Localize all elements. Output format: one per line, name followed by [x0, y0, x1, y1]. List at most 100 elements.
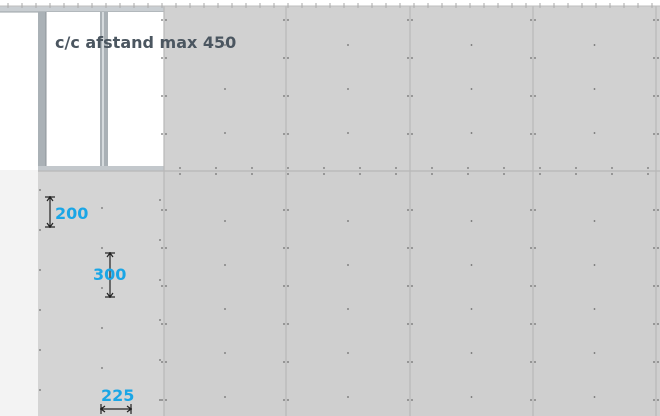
opening-sill: [38, 166, 164, 171]
screw: [657, 285, 659, 287]
screw: [647, 173, 649, 175]
screw: [347, 220, 349, 222]
screw: [165, 285, 167, 287]
screw: [39, 229, 41, 231]
screw: [224, 44, 226, 46]
screw: [101, 247, 103, 249]
screw: [161, 95, 163, 97]
screw: [647, 167, 649, 169]
screw: [470, 44, 473, 46]
board-lower-left: [38, 170, 166, 416]
screw: [593, 44, 596, 46]
screw: [503, 167, 505, 169]
top-edge-ticks: [7, 3, 653, 8]
screw: [411, 95, 413, 97]
screw: [407, 57, 409, 59]
screw: [161, 323, 163, 325]
screw: [407, 285, 409, 287]
screw: [159, 319, 161, 321]
screw: [407, 323, 409, 325]
screw: [653, 95, 655, 97]
stud-left: [38, 12, 100, 170]
screw: [251, 173, 253, 175]
screw: [503, 173, 505, 175]
screw: [539, 167, 541, 169]
screw: [431, 167, 433, 169]
screw: [657, 57, 659, 59]
screw: [347, 396, 349, 398]
screw: [653, 361, 655, 363]
screw: [467, 173, 469, 175]
screw: [287, 399, 289, 401]
screw: [653, 133, 655, 135]
screw: [657, 209, 659, 211]
screw: [101, 287, 103, 289]
screw: [161, 285, 163, 287]
screw: [653, 57, 655, 59]
screw: [657, 323, 659, 325]
screw: [657, 95, 659, 97]
screw: [575, 167, 577, 169]
screw: [39, 349, 41, 351]
board-strip-left: [0, 170, 38, 416]
screw: [407, 19, 409, 21]
screw: [395, 167, 397, 169]
screw: [283, 57, 285, 59]
screw: [101, 327, 103, 329]
screw: [323, 173, 325, 175]
screw: [534, 133, 536, 135]
screw: [470, 396, 473, 398]
screw: [283, 95, 285, 97]
screw: [534, 95, 536, 97]
screw: [653, 323, 655, 325]
screw: [534, 399, 536, 401]
dimension-label-225: 225: [101, 386, 135, 405]
screw: [287, 209, 289, 211]
screw: [593, 264, 596, 266]
screw: [251, 167, 253, 169]
screw: [224, 264, 226, 266]
screw: [283, 323, 285, 325]
screw: [530, 95, 532, 97]
screw: [411, 399, 413, 401]
screw: [165, 95, 167, 97]
screw: [431, 173, 433, 175]
screw: [407, 361, 409, 363]
screw: [530, 133, 532, 135]
screw: [657, 247, 659, 249]
screw: [530, 285, 532, 287]
screw: [347, 264, 349, 266]
spacing-annotation: c/c afstand max 450: [55, 33, 237, 52]
screw: [530, 361, 532, 363]
screw: [530, 209, 532, 211]
screw: [407, 247, 409, 249]
screw: [287, 19, 289, 21]
screw: [593, 396, 596, 398]
screw: [657, 399, 659, 401]
screw: [287, 323, 289, 325]
screw: [323, 167, 325, 169]
dim-300-arrows: [105, 252, 115, 298]
screw: [611, 167, 613, 169]
screw: [287, 173, 289, 175]
screw: [159, 279, 161, 281]
screw: [530, 19, 532, 21]
screw: [530, 399, 532, 401]
screw: [165, 323, 167, 325]
dimension-label-200: 200: [55, 204, 89, 223]
screw: [395, 173, 397, 175]
screw: [161, 399, 163, 401]
screw: [653, 399, 655, 401]
screw: [161, 19, 163, 21]
screw: [165, 361, 167, 363]
screw: [470, 264, 473, 266]
screw: [347, 352, 349, 354]
screw: [470, 88, 473, 90]
screw: [411, 209, 413, 211]
screw: [101, 207, 103, 209]
screw: [159, 359, 161, 361]
screw: [593, 308, 596, 310]
screw: [653, 285, 655, 287]
